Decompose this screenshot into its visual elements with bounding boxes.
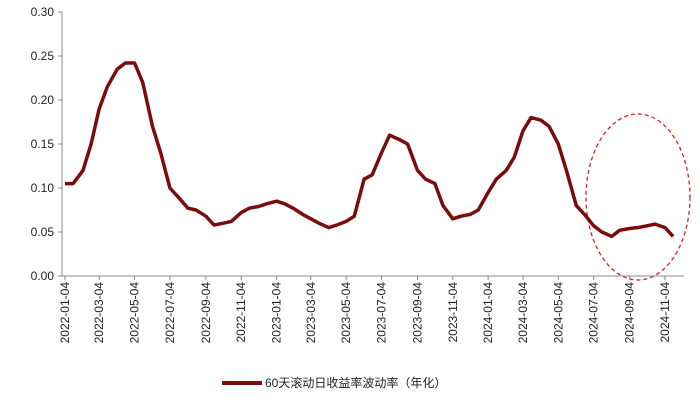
x-tick-label: 2024-09-04 bbox=[623, 282, 637, 344]
x-tick-label: 2023-07-04 bbox=[375, 282, 389, 344]
x-tick-label: 2024-11-04 bbox=[658, 282, 672, 343]
x-tick-label: 2024-05-04 bbox=[551, 282, 565, 344]
x-tick-label: 2022-07-04 bbox=[163, 282, 177, 344]
legend-label: 60天滚动日收益率波动率（年化） bbox=[265, 375, 446, 390]
x-tick-label: 2023-01-04 bbox=[270, 282, 284, 344]
x-tick-label: 2023-09-04 bbox=[410, 282, 424, 344]
x-tick-label: 2023-05-04 bbox=[339, 282, 353, 344]
x-tick-label: 2022-01-04 bbox=[58, 282, 72, 344]
y-tick-label: 0.05 bbox=[31, 225, 55, 239]
x-tick-label: 2022-05-04 bbox=[128, 282, 142, 344]
highlight-ellipse bbox=[585, 113, 691, 281]
y-tick-label: 0.30 bbox=[31, 5, 55, 19]
x-tick-label: 2024-07-04 bbox=[587, 282, 601, 344]
x-tick-label: 2024-03-04 bbox=[516, 282, 530, 344]
x-tick-label: 2024-01-04 bbox=[481, 282, 495, 344]
x-tick-label: 2022-09-04 bbox=[199, 282, 213, 344]
data-line bbox=[65, 61, 675, 239]
x-tick-label: 2022-11-04 bbox=[234, 282, 248, 343]
y-tick-label: 0.25 bbox=[31, 49, 55, 63]
x-tick-label: 2022-03-04 bbox=[92, 282, 106, 344]
y-tick-label: 0.10 bbox=[31, 181, 55, 195]
y-tick-label: 0.20 bbox=[31, 93, 55, 107]
y-tick-label: 0.00 bbox=[31, 269, 55, 283]
y-tick-label: 0.15 bbox=[31, 137, 55, 151]
x-tick-label: 2023-03-04 bbox=[304, 282, 318, 344]
x-tick-label: 2023-11-04 bbox=[446, 282, 460, 343]
